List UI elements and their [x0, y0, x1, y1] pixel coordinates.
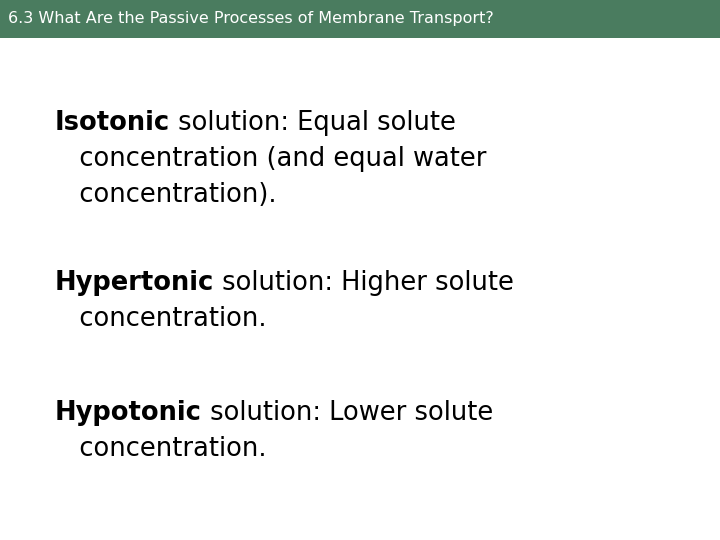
Bar	[0, 0, 720, 38]
Text: solution: Lower solute: solution: Lower solute	[202, 400, 493, 426]
Text: concentration (and equal water: concentration (and equal water	[55, 146, 487, 172]
Text: solution: Equal solute: solution: Equal solute	[170, 110, 456, 136]
Text: concentration).: concentration).	[55, 182, 276, 208]
Text: Isotonic: Isotonic	[55, 110, 170, 136]
Text: concentration.: concentration.	[55, 436, 266, 462]
Text: 6.3 What Are the Passive Processes of Membrane Transport?: 6.3 What Are the Passive Processes of Me…	[8, 11, 494, 26]
Text: concentration.: concentration.	[55, 306, 266, 332]
Text: Hypertonic: Hypertonic	[55, 270, 215, 296]
Text: solution: Higher solute: solution: Higher solute	[215, 270, 514, 296]
Text: Hypotonic: Hypotonic	[55, 400, 202, 426]
